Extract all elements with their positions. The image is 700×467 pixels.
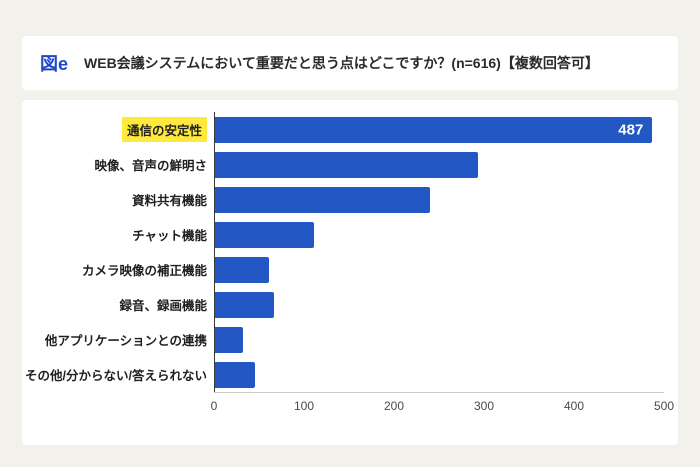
figure-tag: 図e [40,54,69,74]
category-label: その他/分からない/答えられない [25,369,207,383]
bar [215,221,314,248]
category-label-cell: 映像、音声の鮮明さ [22,147,214,182]
chart-row: チャット機能 [22,217,664,252]
bar-track: 487 [214,112,664,147]
category-label-cell: 録音、録画機能 [22,287,214,322]
x-tick-label: 0 [210,399,218,413]
category-label: 資料共有機能 [131,194,207,208]
bar [215,326,243,353]
bar-value-label: 487 [618,121,644,138]
chart-row: 他アプリケーションとの連携 [22,322,664,357]
category-label: チャット機能 [132,229,207,243]
bar [215,361,256,388]
category-label-cell: チャット機能 [22,217,214,252]
category-label-cell: カメラ映像の補正機能 [22,252,214,287]
chart-row: 通信の安定性 487 [22,112,664,147]
bar: 487 [215,116,653,143]
chart-row: 録音、録画機能 [22,287,664,322]
category-label: 映像、音声の鮮明さ [94,159,207,173]
category-label-cell: その他/分からない/答えられない [22,357,214,392]
x-tick-label: 300 [473,399,495,413]
bar [215,186,430,213]
bar [215,256,269,283]
bar-track [214,252,664,287]
bar [215,291,275,318]
category-label: 録音、録画機能 [119,299,207,313]
category-label-cell: 資料共有機能 [22,182,214,217]
x-tick-label: 400 [563,399,585,413]
bar-track [214,182,664,217]
bar [215,151,479,178]
bar-track [214,322,664,357]
bar-track [214,357,664,392]
bar-chart: 通信の安定性 487 映像、音声の鮮明さ資料共有機能 チャット機能カメラ映像の補正機能… [22,100,678,445]
category-label: 他アプリケーションとの連携 [44,334,207,348]
x-tick-label: 200 [383,399,405,413]
figure-title: WEB会議システムにおいて重要だと思う点はどこですか？(n=616)【複数回答可… [84,55,599,71]
x-axis: 0 100 200 300 400 500 [210,392,674,416]
category-label-cell: 通信の安定性 [22,112,214,147]
chart-row: 映像、音声の鮮明さ [22,147,664,182]
bar-track [214,287,664,322]
chart-row: その他/分からない/答えられない [22,357,664,392]
bar-track [214,217,664,252]
chart-rows: 通信の安定性 487 映像、音声の鮮明さ資料共有機能 チャット機能カメラ映像の補正機能… [22,112,664,392]
chart-row: カメラ映像の補正機能 [22,252,664,287]
chart-title-card: 図e WEB会議システムにおいて重要だと思う点はどこですか？(n=616)【複数… [22,36,678,90]
category-label-cell: 他アプリケーションとの連携 [22,322,214,357]
chart-row: 資料共有機能 [22,182,664,217]
category-label-highlighted: 通信の安定性 [121,117,207,142]
bar-track [214,147,664,182]
x-tick-label: 100 [293,399,315,413]
category-label: カメラ映像の補正機能 [81,264,207,278]
x-tick-label: 500 [653,399,675,413]
